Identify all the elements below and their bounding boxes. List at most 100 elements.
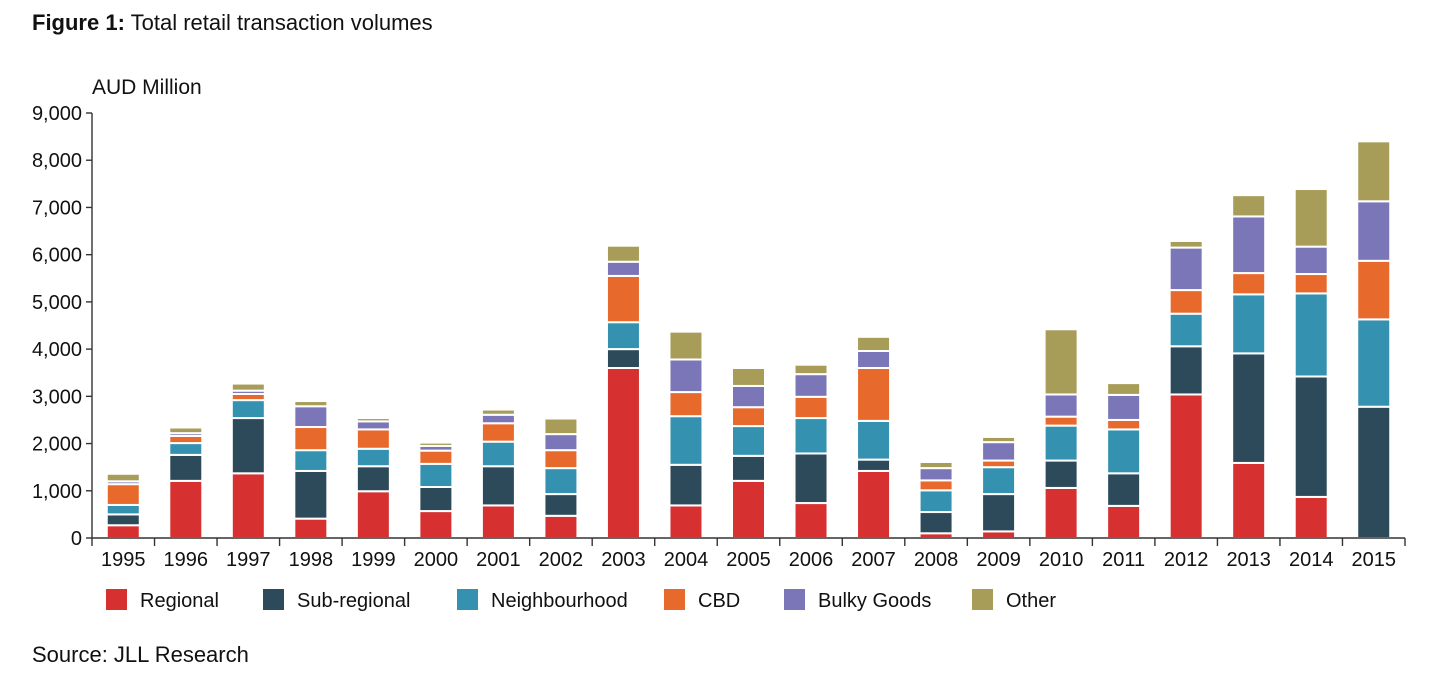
bar-segment bbox=[605, 321, 641, 351]
x-tick-label: 2003 bbox=[601, 549, 646, 571]
bar-segment bbox=[293, 517, 329, 540]
x-axis-ticks: 1995 1996 1997 1998 1999 2000 2001 2002 2003 2004… bbox=[91, 538, 1406, 571]
legend-swatch bbox=[972, 589, 993, 610]
bar-stack bbox=[668, 330, 704, 539]
x-tick-label: 2005 bbox=[726, 549, 771, 571]
bar-stack bbox=[480, 408, 516, 539]
x-tick-label: 2002 bbox=[539, 549, 584, 571]
bar-segment bbox=[668, 463, 704, 507]
figure-title: Figure 1: Total retail transaction volum… bbox=[32, 8, 433, 38]
figure-label: Figure 1: bbox=[32, 10, 125, 35]
bar-segment bbox=[1293, 245, 1329, 276]
bar-segment bbox=[731, 384, 766, 409]
legend-swatch bbox=[106, 589, 127, 610]
legend-swatch bbox=[784, 589, 805, 610]
x-tick-label: 2013 bbox=[1226, 549, 1271, 571]
x-tick-label: 2010 bbox=[1039, 549, 1084, 571]
bar-segment bbox=[1356, 318, 1392, 408]
y-tick-label: 5,000 bbox=[32, 292, 82, 314]
bar-segment bbox=[1106, 428, 1142, 475]
bar-segment bbox=[480, 422, 516, 443]
bar-segment bbox=[793, 417, 829, 455]
bar-segment bbox=[1293, 495, 1329, 539]
legend-item: Neighbourhood bbox=[457, 589, 628, 612]
x-tick-label: 2012 bbox=[1164, 549, 1209, 571]
bar-segment bbox=[1168, 246, 1204, 292]
legend-item: Regional bbox=[106, 589, 219, 612]
source-note: Source: JLL Research bbox=[32, 642, 249, 667]
bar-segment bbox=[918, 467, 954, 482]
legend-item: Other bbox=[972, 589, 1056, 612]
bar-segment bbox=[105, 524, 141, 539]
bar-segment bbox=[105, 483, 141, 506]
bar-segment bbox=[418, 441, 454, 447]
bar-segment bbox=[293, 469, 329, 520]
bar-segment bbox=[731, 479, 766, 540]
bars-layer bbox=[105, 140, 1392, 540]
bar-segment bbox=[856, 458, 892, 472]
bar-segment bbox=[1293, 188, 1329, 248]
bar-segment bbox=[918, 489, 954, 514]
bar-segment bbox=[168, 453, 204, 482]
bar-stack bbox=[605, 244, 641, 539]
bar-segment bbox=[1231, 352, 1267, 464]
legend-label: Bulky Goods bbox=[818, 590, 931, 612]
bar-segment bbox=[168, 479, 204, 540]
y-tick-label: 4,000 bbox=[32, 339, 82, 361]
x-tick-label: 2014 bbox=[1289, 549, 1334, 571]
bar-segment bbox=[480, 504, 516, 539]
bar-segment bbox=[1106, 418, 1142, 431]
bar-segment bbox=[293, 400, 329, 408]
bar-segment bbox=[981, 435, 1017, 444]
bar-segment bbox=[856, 350, 892, 369]
legend-swatch bbox=[457, 589, 478, 610]
bar-segment bbox=[1043, 393, 1079, 418]
bar-stack bbox=[918, 460, 954, 539]
bar-segment bbox=[731, 406, 766, 428]
bar-segment bbox=[168, 426, 204, 435]
bar-segment bbox=[230, 399, 266, 420]
bar-segment bbox=[293, 449, 329, 472]
bar-segment bbox=[1231, 215, 1267, 275]
bar-stack bbox=[543, 417, 579, 539]
legend-label: CBD bbox=[698, 590, 740, 612]
bar-segment bbox=[1168, 393, 1204, 540]
bar-segment bbox=[856, 335, 892, 353]
bar-segment bbox=[418, 486, 454, 513]
bar-segment bbox=[793, 363, 829, 376]
bar-segment bbox=[418, 449, 454, 465]
bar-segment bbox=[543, 493, 579, 517]
bar-stack bbox=[1231, 194, 1267, 539]
x-tick-label: 2004 bbox=[664, 549, 709, 571]
y-tick-label: 1,000 bbox=[32, 481, 82, 503]
bar-segment bbox=[668, 415, 704, 466]
bar-segment bbox=[1106, 472, 1142, 507]
bar-segment bbox=[731, 425, 766, 457]
bar-segment bbox=[668, 358, 704, 394]
bar-segment bbox=[543, 514, 579, 539]
x-tick-label: 1999 bbox=[351, 549, 396, 571]
bar-segment bbox=[418, 510, 454, 540]
bar-segment bbox=[793, 452, 829, 505]
y-tick-label: 8,000 bbox=[32, 150, 82, 172]
x-tick-label: 2001 bbox=[476, 549, 521, 571]
bar-segment bbox=[668, 504, 704, 539]
bar-segment bbox=[230, 382, 266, 392]
bar-segment bbox=[793, 502, 829, 539]
bar-segment bbox=[1168, 239, 1204, 249]
y-axis-label: AUD Million bbox=[92, 76, 202, 99]
bar-segment bbox=[543, 467, 579, 496]
bar-stack bbox=[1043, 328, 1079, 540]
bar-stack bbox=[731, 367, 766, 540]
bar-segment bbox=[1231, 293, 1267, 355]
bar-segment bbox=[918, 511, 954, 535]
bar-stack bbox=[168, 426, 204, 540]
bar-segment bbox=[981, 466, 1017, 496]
x-tick-label: 2006 bbox=[789, 549, 834, 571]
bar-segment bbox=[480, 413, 516, 425]
bar-segment bbox=[1043, 424, 1079, 462]
bar-stack bbox=[355, 417, 391, 539]
bar-stack bbox=[856, 335, 892, 540]
bar-segment bbox=[731, 454, 766, 482]
y-axis-ticks: 0 1,000 2,000 3,000 4,000 5,000 6,000 7,000 8,00… bbox=[32, 103, 92, 550]
